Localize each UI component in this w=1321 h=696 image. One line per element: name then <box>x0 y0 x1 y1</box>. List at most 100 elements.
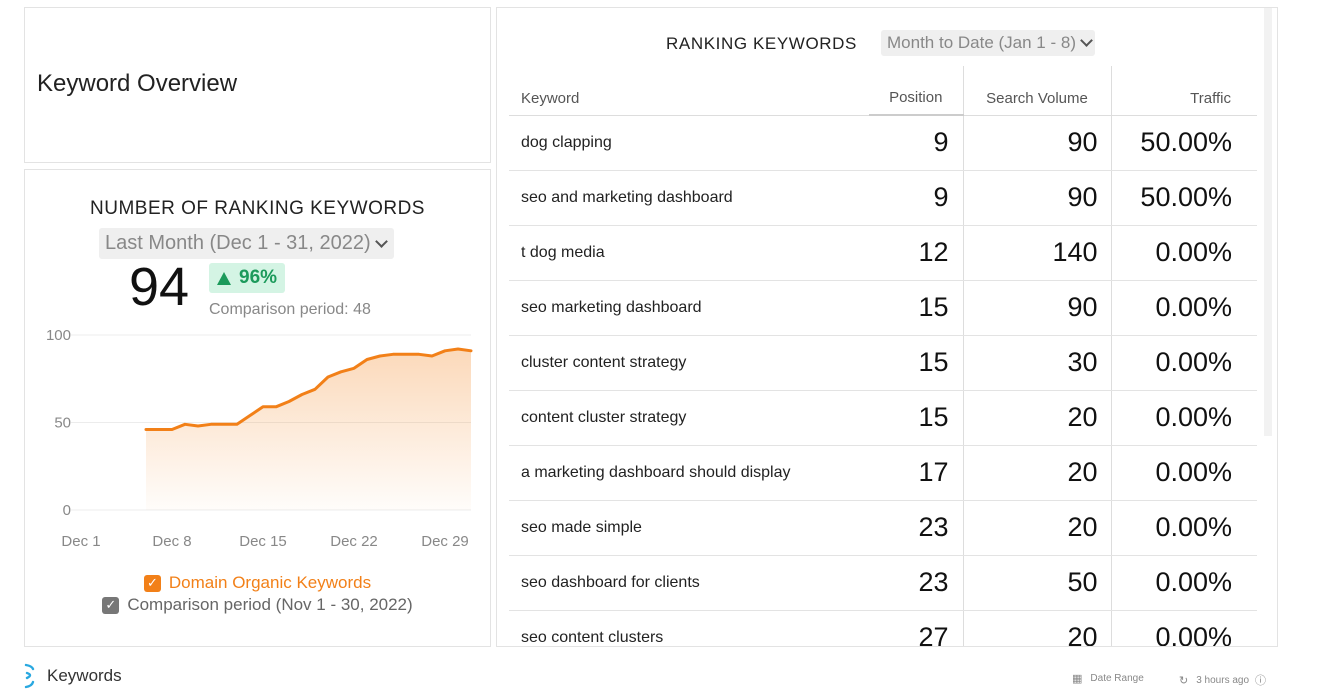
table-row: seo marketing dashboard 15 90 0.00% <box>509 280 1257 336</box>
search-volume-cell: 20 <box>962 500 1111 556</box>
search-volume-cell: 140 <box>962 225 1111 281</box>
change-value: 96% <box>239 267 278 288</box>
search-volume-cell: 90 <box>962 115 1111 171</box>
footer-date-range[interactable]: ▦ Date Range <box>1072 672 1144 685</box>
position-cell: 9 <box>869 170 963 226</box>
table-row: a marketing dashboard should display 17 20… <box>509 445 1257 501</box>
y-tick-label: 50 <box>54 415 71 432</box>
column-header-keyword[interactable]: Keyword <box>509 66 869 116</box>
keyword-cell: content cluster strategy <box>509 390 869 446</box>
chevron-down-icon <box>374 234 388 248</box>
arrow-up-icon <box>217 271 231 285</box>
x-tick-label: Dec 15 <box>239 533 287 550</box>
table-row: dog clapping 9 90 50.00% <box>509 115 1257 171</box>
traffic-cell: 0.00% <box>1110 500 1257 556</box>
table-row: seo made simple 23 20 0.00% <box>509 500 1257 556</box>
calendar-icon: ▦ <box>1072 673 1083 685</box>
traffic-cell: 0.00% <box>1110 225 1257 281</box>
ranking-count-title: NUMBER OF RANKING KEYWORDS <box>90 198 425 219</box>
search-volume-cell: 20 <box>962 445 1111 501</box>
footer-updated: ↻ 3 hours ago ⓘ <box>1179 672 1266 688</box>
keyword-cell: seo and marketing dashboard <box>509 170 869 226</box>
x-tick-label: Dec 8 <box>152 533 191 550</box>
position-cell: 15 <box>869 390 963 446</box>
table-row: cluster content strategy 15 30 0.00% <box>509 335 1257 391</box>
keyword-cell: seo marketing dashboard <box>509 280 869 336</box>
table-row: seo dashboard for clients 23 50 0.00% <box>509 555 1257 611</box>
info-icon[interactable]: ⓘ <box>1255 675 1267 687</box>
date-range-label: Last Month (Dec 1 - 31, 2022) <box>105 232 371 254</box>
position-cell: 9 <box>869 115 963 171</box>
x-tick-label: Dec 22 <box>330 533 378 550</box>
x-tick-label: Dec 1 <box>61 533 100 550</box>
legend-label: Comparison period (Nov 1 - 30, 2022) <box>127 595 413 614</box>
widget-footer: Keywords ▦ Date Range ↻ 3 hours ago ⓘ <box>0 655 1321 696</box>
traffic-cell: 0.00% <box>1110 390 1257 446</box>
table-header-row: Keyword Position Search Volume Traffic <box>509 66 1257 116</box>
position-cell: 15 <box>869 280 963 336</box>
vertical-scrollbar[interactable] <box>1264 8 1272 436</box>
traffic-cell: 0.00% <box>1110 280 1257 336</box>
table-row: content cluster strategy 15 20 0.00% <box>509 390 1257 446</box>
series-area <box>146 349 471 510</box>
keyword-cell: dog clapping <box>509 115 869 171</box>
search-volume-cell: 90 <box>962 280 1111 336</box>
table-row: seo and marketing dashboard 9 90 50.00% <box>509 170 1257 226</box>
footer-date-range-label: Date Range <box>1090 673 1144 684</box>
keyword-cell: seo made simple <box>509 500 869 556</box>
keyword-cell: a marketing dashboard should display <box>509 445 869 501</box>
footer-title: Keywords <box>47 666 122 685</box>
ranking-count-date-range-select[interactable]: Last Month (Dec 1 - 31, 2022) <box>99 228 394 259</box>
ranking-count-value: 94 <box>129 257 190 317</box>
search-volume-cell: 20 <box>962 390 1111 446</box>
column-header-search-volume[interactable]: Search Volume <box>962 66 1111 116</box>
position-cell: 15 <box>869 335 963 391</box>
position-cell: 23 <box>869 555 963 611</box>
chevron-down-icon <box>1080 34 1093 47</box>
traffic-cell: 0.00% <box>1110 445 1257 501</box>
traffic-cell: 50.00% <box>1110 170 1257 226</box>
ranking-keywords-table: Keyword Position Search Volume Traffic d… <box>509 66 1257 646</box>
position-cell: 23 <box>869 500 963 556</box>
column-header-traffic[interactable]: Traffic <box>1110 66 1257 116</box>
ranking-keywords-chart: 0 50 100 Dec 1 Dec 8 Dec 15 Dec 22 Dec 29 <box>46 327 473 550</box>
search-volume-cell: 20 <box>962 610 1111 646</box>
y-tick-label: 0 <box>63 502 71 519</box>
search-volume-cell: 90 <box>962 170 1111 226</box>
ranking-count-card: NUMBER OF RANKING KEYWORDS Last Month (D… <box>24 169 491 647</box>
checkbox-checked-icon[interactable]: ✓ <box>143 574 161 592</box>
traffic-cell: 0.00% <box>1110 610 1257 646</box>
traffic-cell: 50.00% <box>1110 115 1257 171</box>
keyword-cell: cluster content strategy <box>509 335 869 391</box>
keyword-cell: seo dashboard for clients <box>509 555 869 611</box>
column-header-position[interactable]: Position <box>869 66 963 116</box>
position-cell: 27 <box>869 610 963 646</box>
ranking-table-date-range-select[interactable]: Month to Date (Jan 1 - 8) <box>881 30 1095 56</box>
position-cell: 12 <box>869 225 963 281</box>
overview-title: Keyword Overview <box>37 70 238 97</box>
keyword-cell: t dog media <box>509 225 869 281</box>
date-range-label: Month to Date (Jan 1 - 8) <box>887 33 1076 52</box>
ranking-keywords-card: RANKING KEYWORDS Month to Date (Jan 1 - … <box>496 7 1278 647</box>
footer-updated-label: 3 hours ago <box>1196 674 1250 686</box>
ranking-table-title: RANKING KEYWORDS <box>666 34 857 53</box>
legend-comparison-period[interactable]: ✓ Comparison period (Nov 1 - 30, 2022) <box>25 595 490 615</box>
table-row: t dog media 12 140 0.00% <box>509 225 1257 281</box>
search-volume-cell: 30 <box>962 335 1111 391</box>
legend-domain-organic[interactable]: ✓ Domain Organic Keywords <box>25 573 490 593</box>
table-body: dog clapping 9 90 50.00% seo and marketing d… <box>509 115 1257 646</box>
series-line-domain-organic-keywords[interactable] <box>144 347 473 431</box>
comparison-text: Comparison period: 48 <box>209 301 371 318</box>
keyword-cell: seo content clusters <box>509 610 869 646</box>
keyword-overview-card: Keyword Overview <box>24 7 491 163</box>
traffic-cell: 0.00% <box>1110 335 1257 391</box>
checkbox-checked-icon[interactable]: ✓ <box>102 596 120 614</box>
x-tick-label: Dec 29 <box>421 533 469 550</box>
change-badge: 96% <box>209 263 286 293</box>
legend-label: Domain Organic Keywords <box>168 573 372 592</box>
search-volume-cell: 50 <box>962 555 1111 611</box>
position-cell: 17 <box>869 445 963 501</box>
traffic-cell: 0.00% <box>1110 555 1257 611</box>
keywords-logo-icon <box>24 663 35 689</box>
refresh-icon: ↻ <box>1179 674 1189 687</box>
